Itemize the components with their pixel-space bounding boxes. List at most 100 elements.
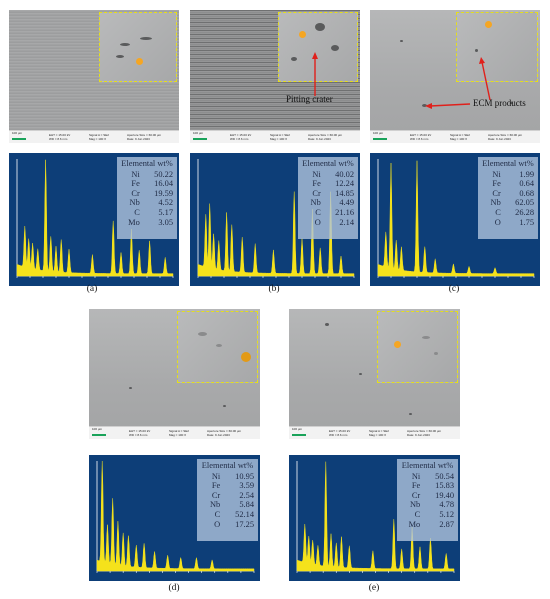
element-row: Mo 2.87 [401, 520, 454, 530]
element-row: Fe 12.24 [302, 179, 354, 189]
element-row: O 17.25 [201, 520, 254, 530]
edx-spectrum-b: Elemental wt% Ni 40.02 Fe 12.24 Cr 14.85 Nb 4.4… [190, 153, 360, 286]
element-value: 4.52 [158, 198, 173, 208]
analysis-spot [299, 31, 306, 38]
element-value: 5.12 [439, 509, 454, 519]
element-value: 15.83 [435, 481, 454, 491]
element-symbol: Fe [131, 179, 140, 189]
element-row: Cr 14.85 [302, 189, 354, 199]
analysis-spot [394, 341, 401, 348]
element-value: 19.40 [435, 490, 454, 500]
element-symbol: C [495, 207, 501, 217]
pitting-crater-label: Pitting crater [286, 94, 333, 104]
element-symbol: O [494, 217, 501, 227]
scale-bar [292, 434, 306, 436]
ecm-arrows [425, 57, 491, 109]
element-value: 1.75 [519, 217, 534, 227]
element-value: 14.85 [335, 188, 354, 198]
panel-label-a: (a) [86, 284, 98, 294]
element-value: 40.02 [335, 169, 354, 179]
element-row: Ni 10.95 [201, 472, 254, 482]
sem-image-e: 100 µm EHT = 15.00 kV WD = 8.6 mm Signal… [289, 309, 460, 439]
element-value: 50.54 [435, 471, 454, 481]
element-symbol: O [214, 519, 221, 529]
sem-info-bar: 100 µm EHT = 15.00 kV WD = 8.6 mm Signal… [9, 130, 179, 143]
analysis-spot [136, 58, 143, 65]
element-value: 50.22 [154, 169, 173, 179]
element-row: C 26.28 [482, 208, 534, 218]
element-row: O 1.75 [482, 218, 534, 228]
panel-d: 100 µm EHT = 15.00 kV WD = 8.6 mm Signal… [89, 309, 260, 581]
element-symbol: Nb [409, 500, 421, 510]
element-row: Fe 16.04 [121, 179, 173, 189]
panel-label-b: (b) [268, 284, 280, 294]
element-symbol: Cr [312, 188, 321, 198]
element-symbol: Fe [411, 481, 421, 491]
element-value: 3.05 [158, 217, 173, 227]
element-row: Fe 15.83 [401, 481, 454, 491]
element-table-c: Elemental wt% Ni 1.99 Fe 0.64 Cr 0.68 Nb 62.05 C… [478, 157, 538, 239]
edx-spectrum-d: Elemental wt% Ni 10.95 Fe 3.59 Cr 2.54 Nb 5.84 C… [89, 455, 260, 581]
element-symbol: Mo [408, 519, 421, 529]
element-row: Cr 19.40 [401, 491, 454, 501]
sem-image-b: Pitting crater 100 µm EHT = 15.00 kV WD … [190, 10, 360, 143]
element-symbol: Fe [312, 179, 321, 189]
element-symbol: C [315, 207, 321, 217]
element-value: 0.68 [519, 188, 534, 198]
panel-a: 100 µm EHT = 15.00 kV WD = 8.6 mm Signal… [9, 10, 179, 288]
inset-b [278, 12, 358, 82]
element-symbol: Cr [411, 490, 421, 500]
element-row: C 5.12 [401, 510, 454, 520]
element-symbol: Cr [492, 188, 501, 198]
element-value: 5.17 [158, 207, 173, 217]
element-value: 52.14 [235, 509, 254, 519]
element-row: C 21.16 [302, 208, 354, 218]
element-row: Nb 4.78 [401, 500, 454, 510]
scale-bar [193, 138, 207, 140]
element-row: Nb 62.05 [482, 198, 534, 208]
element-value: 4.49 [339, 198, 354, 208]
element-symbol: C [134, 207, 140, 217]
element-value: 2.54 [239, 490, 254, 500]
element-row: O 2.14 [302, 218, 354, 228]
panel-e: 100 µm EHT = 15.00 kV WD = 8.6 mm Signal… [289, 309, 460, 581]
spectrum-curve [96, 460, 255, 572]
edx-spectrum-a: Elemental wt% Ni 50.22 Fe 16.04 Cr 19.59 Nb 4.5… [9, 153, 179, 286]
element-row: Mo 3.05 [121, 218, 173, 228]
analysis-spot [485, 21, 492, 28]
element-value: 26.28 [515, 207, 534, 217]
element-symbol: O [314, 217, 321, 227]
element-symbol: C [214, 509, 221, 519]
element-symbol: Ni [411, 471, 421, 481]
sem-info-bar: 100 µm EHT = 15.00 kV WD = 8.6 mm Signal… [190, 130, 360, 143]
element-row: Cr 19.59 [121, 189, 173, 199]
element-symbol: Fe [211, 481, 221, 491]
element-symbol: Ni [492, 169, 501, 179]
spectrum-curve [16, 159, 174, 277]
panel-c: ECM products 100 µm EHT = 15.00 kV WD = … [370, 10, 540, 288]
element-row: C 5.17 [121, 208, 173, 218]
element-value: 12.24 [335, 179, 354, 189]
panel-label-e: (e) [368, 583, 380, 593]
element-value: 16.04 [154, 179, 173, 189]
element-symbol: Cr [211, 490, 221, 500]
element-table-d: Elemental wt% Ni 10.95 Fe 3.59 Cr 2.54 Nb 5.84 C… [197, 459, 258, 541]
element-table-b: Elemental wt% Ni 40.02 Fe 12.24 Cr 14.85 Nb 4.4… [298, 157, 358, 239]
inset-a [99, 12, 177, 82]
element-value: 10.95 [235, 471, 254, 481]
edx-spectrum-e: Elemental wt% Ni 50.54 Fe 15.83 Cr 19.40 Nb 4.7… [289, 455, 460, 581]
sem-image-d: 100 µm EHT = 15.00 kV WD = 8.6 mm Signal… [89, 309, 260, 439]
element-value: 17.25 [235, 519, 254, 529]
sem-info-bar: 100 µm EHT = 15.00 kV WD = 8.6 mm Signal… [89, 426, 260, 439]
element-row: Ni 40.02 [302, 170, 354, 180]
element-row: Fe 3.59 [201, 481, 254, 491]
element-row: Cr 0.68 [482, 189, 534, 199]
element-row: Fe 0.64 [482, 179, 534, 189]
analysis-spot [241, 352, 251, 362]
scale-bar [12, 138, 26, 140]
element-symbol: Mo [128, 217, 140, 227]
sem-image-a: 100 µm EHT = 15.00 kV WD = 8.6 mm Signal… [9, 10, 179, 143]
panel-b: Pitting crater 100 µm EHT = 15.00 kV WD … [190, 10, 360, 288]
inset-d [177, 311, 258, 383]
element-row: Ni 50.54 [401, 472, 454, 482]
